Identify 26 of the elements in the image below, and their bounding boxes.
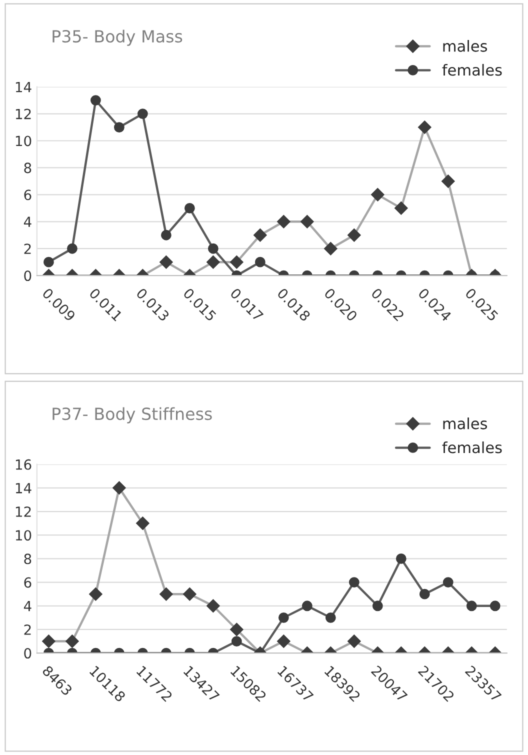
legend-label: females [442,441,502,454]
legend-label: females [442,64,502,76]
point [184,202,195,214]
y-tick-label: 10 [16,530,32,541]
y-tick-label: 0 [24,270,32,282]
y-tick-label: 2 [24,624,31,635]
y-tick-label: 2 [24,244,31,254]
y-tick-label: 14 [16,483,32,494]
y-tick-label: 4 [24,216,32,227]
y-tick-label: 10 [16,136,32,146]
y-tick-label: 12 [16,108,31,120]
point [160,230,172,240]
chart-title: P35- Body Mass [52,30,182,46]
legend-label: males [443,40,488,52]
legend-label: males [443,418,488,430]
y-tick-label: 6 [24,190,32,200]
y-tick-label: 0 [24,648,32,659]
chart-title: P37- Body Stiffness [52,407,212,424]
y-tick-label: 14 [16,82,32,92]
y-tick-label: 8 [24,554,32,564]
point [114,122,124,132]
y-tick-label: 16 [16,459,32,470]
y-tick-label: 4 [24,601,32,612]
y-tick-label: 12 [16,506,31,517]
y-tick-label: 8 [24,162,32,174]
y-tick-label: 6 [24,577,32,588]
